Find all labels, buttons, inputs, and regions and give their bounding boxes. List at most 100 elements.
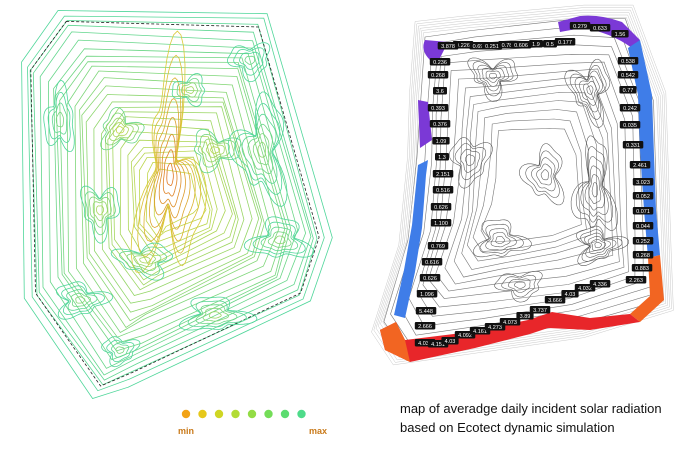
- radiation-value-text: 0.542: [621, 73, 635, 79]
- contour-line: [586, 85, 594, 95]
- radiation-value-tag: 2.666: [414, 322, 436, 330]
- edge-band-orange: [630, 255, 664, 322]
- radiation-value-text: 0.052: [636, 194, 650, 200]
- radiation-value-tag: 0.516: [432, 186, 454, 194]
- contour-line: [53, 48, 298, 361]
- radiation-value-tag-bg: [619, 104, 641, 112]
- radiation-value-text: 0.616: [425, 260, 439, 266]
- radiation-value-tag-bg: [516, 312, 534, 320]
- radiation-value-tag-bg: [510, 41, 532, 49]
- radiation-value-tag-bg: [632, 192, 654, 200]
- contour-line: [39, 31, 312, 376]
- contour-line: [92, 201, 108, 222]
- radiation-value-text: 2.666: [418, 324, 432, 330]
- contour-line: [153, 168, 199, 234]
- contour-line: [519, 143, 565, 206]
- edge-band-blue: [628, 40, 660, 258]
- contour-line: [66, 289, 98, 311]
- contour-line: [570, 135, 618, 231]
- contour-line: [118, 246, 168, 276]
- contour-line: [485, 228, 517, 251]
- contour-line: [130, 145, 218, 257]
- contour-line: [479, 223, 524, 254]
- radiation-value-text: 2.151: [436, 172, 450, 178]
- radiation-value-text: 1.56: [615, 32, 626, 38]
- contour-line: [531, 157, 556, 192]
- contour-line: [252, 221, 306, 255]
- radiation-value-tag: 0.633: [589, 24, 611, 32]
- legend-color-dots: [181, 409, 306, 419]
- radiation-value-tag-bg: [499, 318, 521, 326]
- legend-max-label: max: [309, 426, 327, 436]
- legend-color-dot: [280, 409, 290, 419]
- radiation-value-tag-bg: [529, 40, 543, 48]
- radiation-value-tag-bg: [632, 251, 654, 259]
- contour-line: [162, 149, 178, 197]
- contour-line: [257, 141, 266, 158]
- radiation-value-labels: 0.1780.2260.690.2510.780.6061.90.50.1770…: [414, 22, 654, 348]
- radiation-value-tag: 3.666: [544, 296, 566, 304]
- contour-line: [241, 113, 278, 184]
- contour-line: [490, 232, 511, 248]
- radiation-value-tag: 1.3: [435, 153, 449, 161]
- radiation-value-text: 0.177: [558, 40, 572, 46]
- contour-line: [96, 205, 104, 216]
- radiation-value-tag-bg: [429, 58, 451, 66]
- radiation-value-text: 0.242: [623, 106, 637, 112]
- contour-line: [244, 55, 255, 65]
- contour-line: [274, 235, 286, 245]
- contour-line: [540, 169, 549, 181]
- radiation-value-text: 0.268: [431, 73, 445, 79]
- radiation-value-text: 1.9: [532, 42, 540, 48]
- radiation-value-tag-bg: [429, 120, 451, 128]
- contour-line: [126, 250, 162, 272]
- radiation-value-tag-bg: [554, 38, 576, 46]
- radiation-value-tag-bg: [619, 121, 641, 129]
- radiation-value-tag-bg: [430, 203, 452, 211]
- radiation-value-text: 3.023: [636, 180, 650, 186]
- caption: map of averadge daily incident solar rad…: [400, 399, 700, 437]
- contour-line: [181, 82, 199, 98]
- contour-line: [130, 30, 207, 273]
- caption-line-1: map of averadge daily incident solar rad…: [400, 401, 662, 416]
- contour-line: [75, 296, 86, 304]
- contour-line: [70, 292, 92, 307]
- contour-line: [149, 98, 191, 230]
- contour-line: [575, 146, 614, 223]
- radiation-value-text: 0.769: [431, 244, 445, 250]
- radiation-value-tag-bg: [561, 290, 579, 298]
- contour-line: [252, 133, 270, 166]
- contour-line: [85, 94, 263, 313]
- contour-line: [21, 10, 333, 399]
- radiation-value-tag: 0.268: [632, 251, 654, 259]
- contour-line: [59, 61, 288, 344]
- radiation-value-tag: 0.177: [554, 38, 576, 46]
- radiation-value-text: 3.89: [520, 314, 531, 320]
- radiation-value-tag-bg: [611, 30, 629, 38]
- contour-line: [111, 343, 130, 358]
- edge-band-purple: [418, 100, 432, 148]
- contour-line: [55, 55, 292, 352]
- radiation-value-tag-bg: [437, 42, 459, 50]
- radiation-value-text: 0.626: [434, 205, 448, 211]
- radiation-value-tag-bg: [632, 178, 654, 186]
- radiation-value-text: 0.226: [456, 43, 470, 49]
- radiation-value-text: 2.461: [633, 163, 647, 169]
- radiation-value-tag: 0.606: [510, 41, 532, 49]
- radiation-value-tag-bg: [544, 296, 566, 304]
- radiation-value-tag: 3.023: [632, 178, 654, 186]
- radiation-value-tag: 2.263: [625, 276, 647, 284]
- radiation-value-tag-bg: [414, 322, 436, 330]
- radiation-value-text: 0.279: [573, 24, 587, 30]
- contour-line: [576, 225, 629, 266]
- contour-line: [84, 191, 116, 236]
- radiation-value-tag-bg: [432, 170, 454, 178]
- radiation-value-tag: 2.461: [629, 161, 651, 169]
- edge-band-blue: [394, 160, 428, 318]
- contour-line: [51, 102, 68, 135]
- radiation-value-text: 0.78: [502, 43, 513, 49]
- radiation-value-tag: 0.251: [481, 42, 503, 50]
- radiation-value-tag: 0.035: [619, 121, 641, 129]
- contour-line: [584, 165, 605, 211]
- contour-line: [112, 122, 129, 138]
